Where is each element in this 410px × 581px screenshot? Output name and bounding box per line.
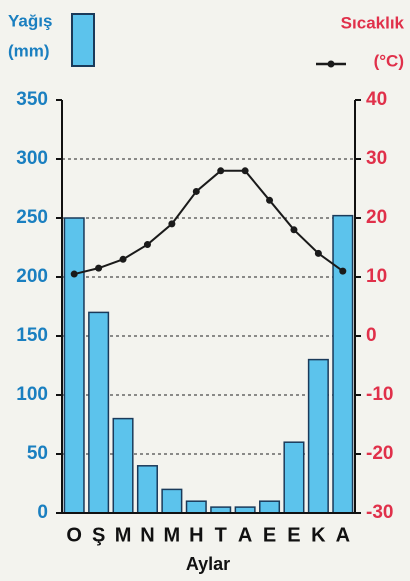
- y2-tick-label: -20: [366, 443, 393, 464]
- y2-tick-label: 0: [366, 325, 377, 346]
- temperature-point: [266, 196, 274, 204]
- temperature-point: [70, 270, 78, 278]
- y2-tick-label: 20: [366, 207, 387, 228]
- bar: [185, 500, 207, 514]
- temperature-line: [73, 169, 344, 276]
- bar: [88, 311, 110, 514]
- y-tick-label: 100: [16, 384, 48, 405]
- temperature-point: [143, 241, 151, 249]
- y-tick-label: 150: [16, 325, 48, 346]
- temperature-point: [95, 264, 103, 272]
- x-tick-label: M: [115, 524, 132, 546]
- y2-tick-label: 30: [366, 148, 387, 169]
- bar: [307, 358, 329, 514]
- y-tick-label: 300: [16, 148, 48, 169]
- x-tick-label: E: [263, 524, 276, 546]
- x-tick-label: T: [215, 524, 227, 546]
- y-tick-label: 0: [37, 502, 48, 523]
- y2-tick-label: -10: [366, 384, 393, 405]
- y2-tick-label: 10: [366, 266, 387, 287]
- line-legend-dot: [327, 60, 335, 68]
- x-tick-label: E: [287, 524, 300, 546]
- temperature-point: [314, 249, 322, 257]
- bar: [283, 441, 305, 514]
- bar-legend-label: Yağış: [8, 11, 52, 30]
- bar: [332, 214, 354, 514]
- bar: [112, 417, 134, 514]
- temperature-point: [290, 226, 298, 234]
- line-legend-label: Sıcaklık: [341, 13, 405, 32]
- y2-axis-label: (°C): [374, 51, 404, 70]
- temperature-point: [217, 167, 225, 175]
- bar: [63, 217, 85, 514]
- x-tick-label: N: [140, 524, 154, 546]
- x-tick-label: O: [66, 524, 82, 546]
- y-axis-label: (mm): [8, 41, 50, 60]
- x-axis-label: Aylar: [186, 554, 230, 574]
- x-tick-label: H: [189, 524, 203, 546]
- x-tick-label: A: [238, 524, 252, 546]
- temperature-point: [241, 167, 249, 175]
- bar: [259, 500, 281, 514]
- y-tick-label: 350: [16, 89, 48, 110]
- y2-tick-label: 40: [366, 89, 387, 110]
- x-tick-label: A: [336, 524, 350, 546]
- bar: [136, 465, 158, 514]
- temperature-point: [339, 267, 347, 275]
- bar: [161, 488, 183, 514]
- temperature-point: [192, 187, 200, 195]
- x-tick-label: Ş: [92, 524, 105, 546]
- temperature-point: [168, 220, 176, 228]
- x-tick-label: K: [311, 524, 326, 546]
- y-tick-label: 250: [16, 207, 48, 228]
- y-tick-label: 200: [16, 266, 48, 287]
- bar-legend-icon: [71, 13, 95, 67]
- temperature-point: [119, 255, 127, 263]
- y-tick-label: 50: [27, 443, 48, 464]
- x-tick-label: M: [164, 524, 181, 546]
- y2-tick-label: -30: [366, 502, 393, 523]
